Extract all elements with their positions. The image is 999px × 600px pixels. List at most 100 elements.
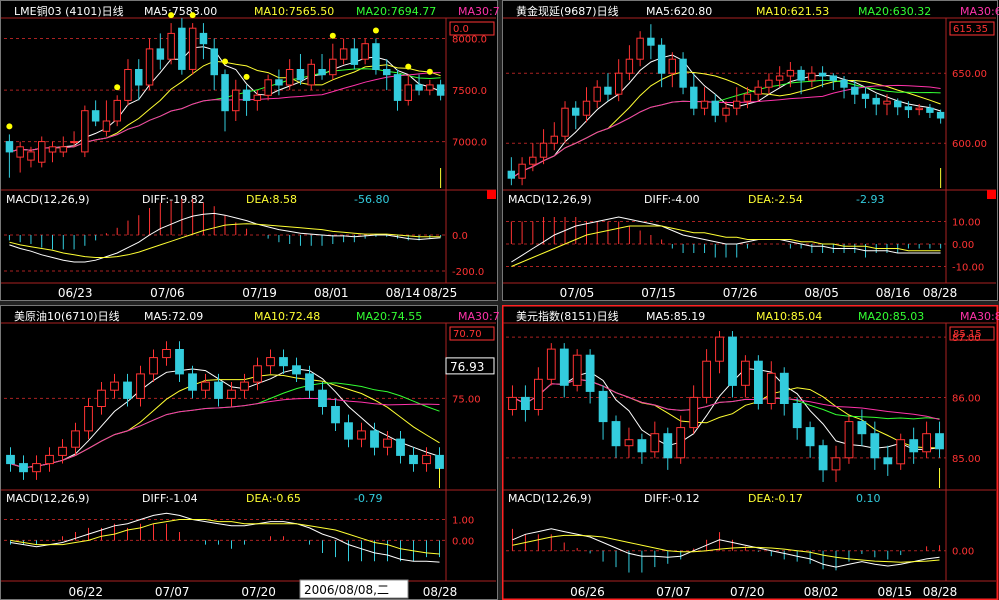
candle[interactable] [357,422,366,448]
candle[interactable] [915,104,923,116]
candle[interactable] [792,397,802,440]
candle[interactable] [679,52,687,95]
candle[interactable] [188,23,197,75]
candle[interactable] [123,373,132,407]
candle[interactable] [550,122,558,151]
candle[interactable] [561,101,569,144]
candle[interactable] [851,80,859,104]
candle[interactable] [829,73,837,90]
candle[interactable] [162,341,171,366]
candle[interactable] [221,69,229,132]
candle[interactable] [58,439,67,464]
candle[interactable] [733,87,741,116]
candle[interactable] [145,38,154,91]
candle[interactable] [45,447,54,472]
candle[interactable] [572,349,582,392]
candle[interactable] [775,66,784,88]
candle[interactable] [844,415,854,464]
candle[interactable] [559,343,569,398]
candle[interactable] [175,341,184,383]
candle[interactable] [722,101,730,123]
candle[interactable] [625,45,634,81]
candle[interactable] [861,87,870,109]
candle[interactable] [615,59,623,102]
candle[interactable] [650,421,660,458]
candle[interactable] [372,38,380,75]
candle[interactable] [728,331,737,398]
candle[interactable] [690,73,698,116]
candle[interactable] [307,59,315,91]
candle[interactable] [546,343,556,386]
candle[interactable] [370,422,379,456]
candle[interactable] [331,398,340,431]
candle[interactable] [305,365,314,399]
candle[interactable] [779,367,789,416]
candle[interactable] [598,385,608,440]
candle[interactable] [102,100,111,137]
candle[interactable] [700,87,709,116]
candle[interactable] [318,54,326,80]
candle[interactable] [409,447,418,472]
candle[interactable] [178,17,186,75]
candle[interactable] [292,357,301,383]
candle[interactable] [253,90,262,111]
panel-marker[interactable] [987,190,996,199]
candle[interactable] [539,129,548,165]
candle[interactable] [253,357,262,391]
candle[interactable] [508,385,517,416]
candle[interactable] [27,146,35,168]
candle[interactable] [926,104,934,118]
candle[interactable] [350,38,359,70]
candle[interactable] [279,349,288,374]
candle[interactable] [383,59,391,91]
candle[interactable] [266,349,275,374]
candle[interactable] [715,331,724,374]
candle[interactable] [663,427,673,470]
candle[interactable] [754,355,763,410]
candle[interactable] [6,447,15,472]
candle[interactable] [156,33,165,70]
candle[interactable] [896,433,906,470]
candle[interactable] [797,66,805,95]
candle[interactable] [240,373,249,399]
candle[interactable] [84,398,93,440]
candle[interactable] [818,66,827,88]
candle[interactable] [19,455,28,480]
horizontal-splitter[interactable] [0,301,999,305]
candle[interactable] [16,141,24,173]
candle[interactable] [97,382,106,415]
candle[interactable] [507,157,516,186]
candle[interactable] [572,101,580,130]
candle[interactable] [136,365,145,407]
candle[interactable] [361,38,369,65]
candle[interactable] [604,73,612,102]
candle[interactable] [167,23,175,65]
candle[interactable] [883,94,891,116]
candle[interactable] [668,52,676,88]
candle[interactable] [91,100,100,127]
vertical-splitter[interactable] [498,0,502,600]
candle[interactable] [702,349,712,404]
candle[interactable] [436,79,445,101]
candle[interactable] [296,54,305,85]
candle[interactable] [818,439,828,482]
candle[interactable] [935,421,944,458]
candle[interactable] [534,367,543,416]
candle[interactable] [199,23,208,60]
candle[interactable] [936,109,945,124]
candle[interactable] [329,43,337,80]
candle[interactable] [831,445,841,482]
candle[interactable] [149,349,158,383]
candle[interactable] [840,76,848,99]
chart-panel-2[interactable]: 黄金现延(9687)日线 MA5:620.80 MA10:621.53 MA20:63… [503,4,999,300]
candle[interactable] [210,38,218,91]
candle[interactable] [593,80,601,109]
candle[interactable] [689,385,699,434]
candle[interactable] [754,80,762,102]
candle[interactable] [188,365,197,399]
candle[interactable] [922,421,932,458]
candle[interactable] [857,409,867,446]
candle[interactable] [636,31,644,67]
candle[interactable] [741,355,750,398]
candle[interactable] [518,157,526,186]
